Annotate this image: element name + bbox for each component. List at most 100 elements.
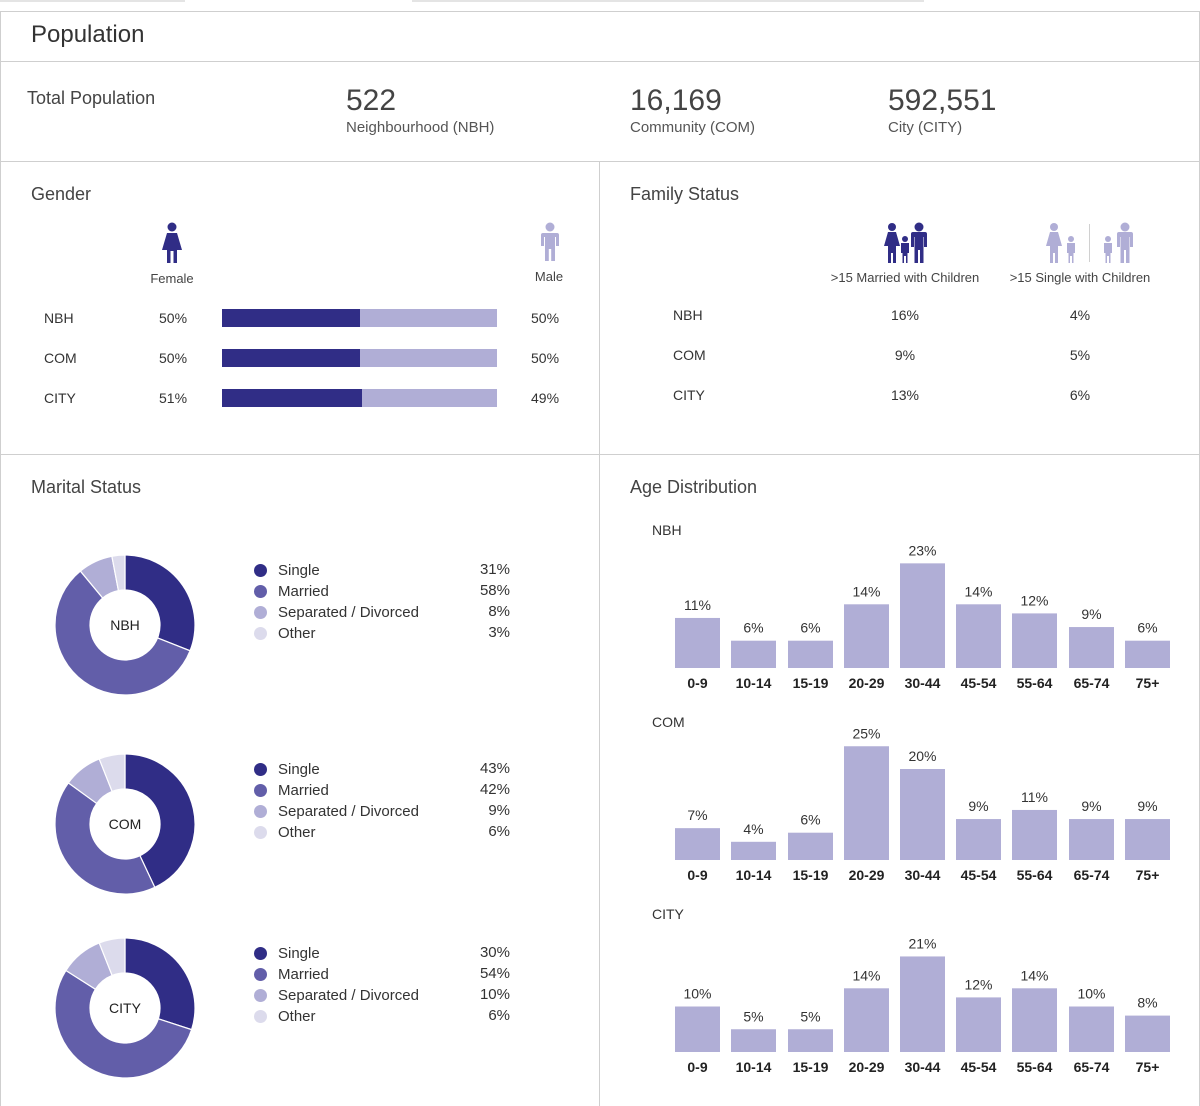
gender-panel (0, 161, 600, 455)
female-label: Female (150, 271, 194, 286)
age-value-label: 21% (908, 935, 936, 951)
age-tick-label: 15-19 (793, 867, 829, 883)
age-value-label: 8% (1137, 995, 1157, 1011)
age-value-label: 6% (800, 812, 820, 828)
total-city-label: City (CITY) (888, 119, 963, 136)
age-bar-10-14 (731, 640, 776, 668)
age-bar-10-14 (731, 841, 776, 860)
age-tick-label: 30-44 (905, 1059, 941, 1075)
age-bar-0-9 (675, 828, 720, 860)
age-chart-nbh: 11% 0-9 6% 10-14 6% 15-19 14% 20-29 23% 30-44 14% 4… (675, 542, 1170, 691)
donut-slice-other (98, 937, 126, 977)
age-value-label: 7% (687, 807, 707, 823)
age-region-com: COM (652, 714, 685, 730)
legend-item-nbh-3: Other (254, 623, 316, 644)
legend-dot (254, 606, 267, 619)
legend-label: Other (278, 824, 316, 841)
legend-dot (254, 564, 267, 577)
legend-dot (254, 947, 267, 960)
age-tick-label: 65-74 (1074, 867, 1110, 883)
age-value-label: 6% (1137, 620, 1157, 636)
age-tick-label: 55-64 (1017, 1059, 1053, 1075)
legend-item-nbh-1: Married (254, 581, 329, 602)
legend-item-com-1: Married (254, 780, 329, 801)
marital-donut-city: CITY (54, 937, 196, 1079)
male-person-icon (541, 222, 559, 261)
legend-item-city-2: Separated / Divorced (254, 985, 419, 1006)
age-tick-label: 30-44 (905, 675, 941, 691)
married-with-children-city: 13% (890, 387, 920, 403)
female-pct-com: 50% (159, 350, 188, 366)
donut-slice-married (54, 570, 191, 696)
marital-donut-nbh: NBH (54, 554, 196, 696)
age-bar-30-44 (900, 956, 945, 1052)
age-value-label: 9% (1137, 798, 1157, 814)
single-parent-icon (1046, 222, 1133, 263)
donut-center-label: CITY (109, 1000, 142, 1016)
legend-pct-nbh-3: 3% (488, 624, 510, 641)
age-region-nbh: NBH (652, 522, 682, 538)
age-bar-15-19 (788, 640, 833, 668)
age-tick-label: 75+ (1136, 1059, 1160, 1075)
age-tick-label: 30-44 (905, 867, 941, 883)
legend-pct-nbh-0: 31% (479, 561, 510, 578)
legend-pct-com-3: 6% (488, 823, 510, 840)
age-title: Age Distribution (630, 477, 758, 497)
legend-dot (254, 826, 267, 839)
age-value-label: 14% (964, 583, 992, 599)
age-value-label: 10% (1077, 986, 1105, 1002)
marital-title: Marital Status (31, 477, 142, 497)
legend-pct-com-0: 43% (479, 760, 510, 777)
single-with-children-label: >15 Single with Children (1009, 270, 1151, 285)
age-bar-20-29 (844, 746, 889, 860)
family-region-com: COM (673, 347, 706, 363)
age-tick-label: 65-74 (1074, 1059, 1110, 1075)
gender-region-city: CITY (44, 390, 76, 406)
age-bar-55-64 (1012, 988, 1057, 1052)
legend-dot (254, 1010, 267, 1023)
age-tick-label: 45-54 (961, 675, 997, 691)
gender-bar-nbh (222, 309, 497, 327)
legend-item-city-1: Married (254, 964, 329, 985)
female-pct-nbh: 50% (159, 310, 188, 326)
donut-slice-married (54, 782, 156, 895)
age-bar-65-74 (1069, 1006, 1114, 1052)
age-tick-label: 10-14 (736, 867, 772, 883)
age-tick-label: 0-9 (687, 675, 707, 691)
age-value-label: 11% (684, 597, 711, 613)
legend-dot (254, 763, 267, 776)
age-value-label: 20% (908, 748, 936, 764)
legend-label: Married (278, 583, 329, 600)
legend-pct-city-0: 30% (479, 944, 510, 961)
age-tick-label: 20-29 (849, 675, 885, 691)
male-label: Male (534, 269, 564, 284)
legend-item-com-0: Single (254, 759, 320, 780)
age-bar-65-74 (1069, 819, 1114, 860)
age-bar-30-44 (900, 563, 945, 668)
title-panel (0, 11, 1200, 62)
age-bar-55-64 (1012, 809, 1057, 860)
legend-dot (254, 805, 267, 818)
single-with-children-nbh: 4% (1069, 307, 1091, 323)
family-title: Family Status (630, 184, 740, 204)
legend-pct-city-1: 54% (479, 965, 510, 982)
legend-pct-com-1: 42% (479, 781, 510, 798)
total-com: 16,169 Community (COM) (630, 84, 755, 136)
age-bar-15-19 (788, 832, 833, 860)
legend-label: Other (278, 625, 316, 642)
total-population-label: Total Population (27, 88, 156, 108)
legend-dot (254, 989, 267, 1002)
age-value-label: 9% (968, 798, 988, 814)
total-nbh: 522 Neighbourhood (NBH) (346, 84, 494, 136)
legend-label: Separated / Divorced (278, 604, 419, 621)
legend-pct-nbh-1: 58% (479, 582, 510, 599)
legend-label: Single (278, 945, 320, 962)
legend-pct-com-2: 9% (488, 802, 510, 819)
legend-item-city-0: Single (254, 943, 320, 964)
legend-item-city-3: Other (254, 1006, 316, 1027)
legend-dot (254, 784, 267, 797)
legend-item-nbh-2: Separated / Divorced (254, 602, 419, 623)
age-tick-label: 0-9 (687, 1059, 707, 1075)
age-value-label: 14% (1020, 967, 1048, 983)
gender-region-nbh: NBH (44, 310, 74, 326)
